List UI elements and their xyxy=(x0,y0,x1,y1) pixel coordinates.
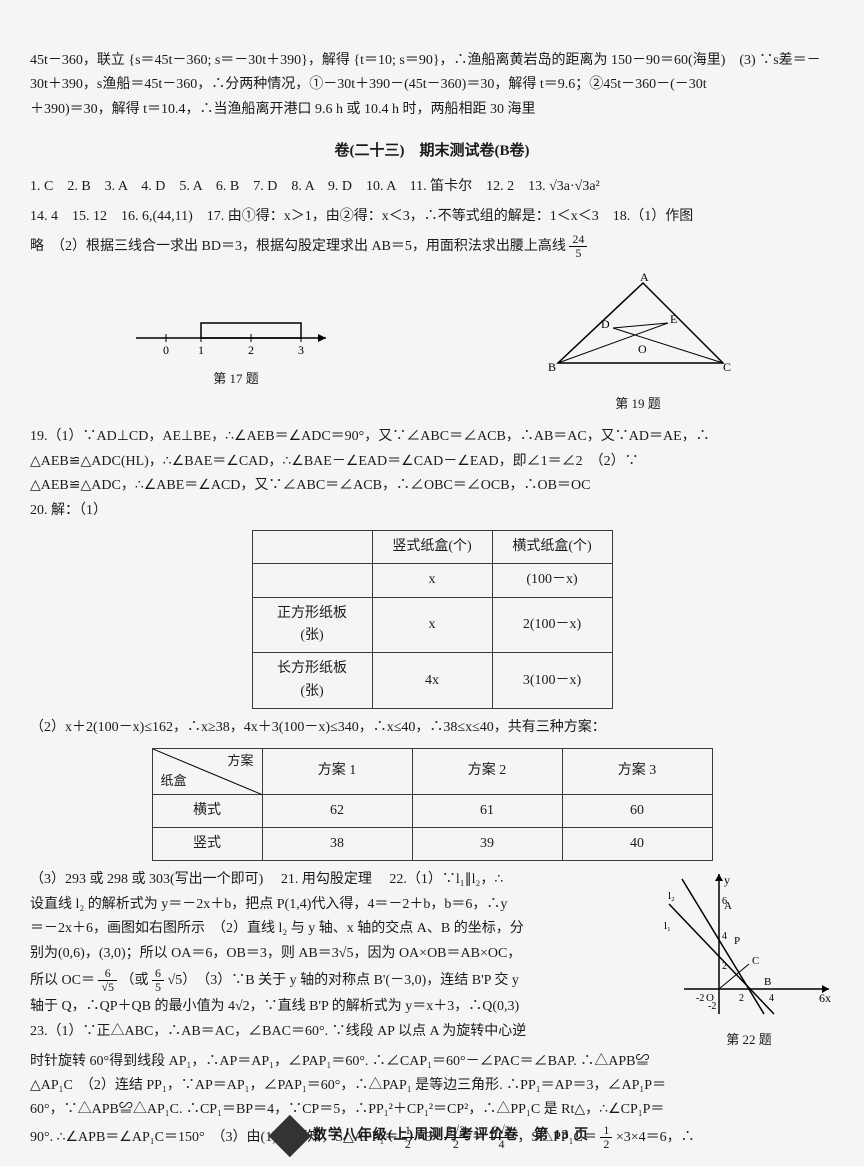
svg-text:O: O xyxy=(638,342,647,356)
t2-r0c3: 60 xyxy=(562,794,712,827)
q20-header: 20. 解：（1） xyxy=(30,500,834,522)
diagram-17: 0 1 2 3 第 17 题 xyxy=(126,298,346,389)
q20-part2: （2）x＋2(100－x)≤162，∴x≥38，4x＋3(100－x)≤340，… xyxy=(30,717,834,739)
t2-c3: 方案 3 xyxy=(562,748,712,794)
svg-text:4: 4 xyxy=(722,931,727,942)
q22-l5c: √5） （3）∵B 关于 y 轴的对称点 B'(－3,0)，连结 B'P 交 y xyxy=(168,973,519,988)
footer-text: 数学八年级(上)周测月考评价卷 第 13 页 xyxy=(313,1125,589,1147)
f1n: 6 xyxy=(98,967,117,981)
answers-frac: 24 5 xyxy=(569,233,587,260)
intro-line2: 30t＋390，s渔船＝45t－360，∴分两种情况，①－30t＋390－(45… xyxy=(30,74,834,96)
tick-0: 0 xyxy=(163,343,169,357)
t1-r2c2: 3(100－x) xyxy=(492,653,612,709)
t1-r2c1: 4x xyxy=(372,653,492,709)
t1-r0c0 xyxy=(252,564,372,597)
tick-1: 1 xyxy=(198,343,204,357)
t2-r0c0: 横式 xyxy=(152,794,262,827)
t1-r0c2: (100－x) xyxy=(492,564,612,597)
section-title: 卷(二十三) 期末测试卷(B卷) xyxy=(30,139,834,163)
q23-l5e: ×3×4＝6，∴ xyxy=(616,1130,695,1145)
t2-c2: 方案 2 xyxy=(412,748,562,794)
svg-text:4: 4 xyxy=(769,993,774,1004)
tick-3: 3 xyxy=(298,343,304,357)
q20-table1: 竖式纸盒(个) 横式纸盒(个) x (100－x) 正方形纸板(张) x 2(1… xyxy=(252,530,613,709)
q23-l3: △AP₁C （2）连结 PP₁，∵AP＝AP₁，∠PAP₁＝60°，∴△PAP₁… xyxy=(30,1075,834,1097)
f2n: 6 xyxy=(152,967,164,981)
t2-r1c0: 竖式 xyxy=(152,828,262,861)
svg-text:6x: 6x xyxy=(819,991,831,1005)
svg-text:P: P xyxy=(734,935,740,947)
svg-text:2: 2 xyxy=(739,993,744,1004)
svg-text:B: B xyxy=(548,360,556,374)
q22-svg: y 6x O A B C P l₂ l₁ 6 4 2 -2 2 4 -2 xyxy=(664,869,834,1019)
diagram-row: 0 1 2 3 第 17 题 A B C D E O 第 19 题 xyxy=(30,273,834,414)
answers-line2b-text: 略 （2）根据三线合一求出 BD＝3，根据勾股定理求出 AB＝5，用面积法求出腰… xyxy=(30,239,566,254)
answers-line2b: 略 （2）根据三线合一求出 BD＝3，根据勾股定理求出 AB＝5，用面积法求出腰… xyxy=(30,233,834,261)
q21: 21. 用勾股定理 xyxy=(281,872,386,887)
q22-l5b: （或 xyxy=(121,973,153,988)
q22-graph: y 6x O A B C P l₂ l₁ 6 4 2 -2 2 4 -2 第 2… xyxy=(664,869,834,1050)
t2-r0c1: 62 xyxy=(262,794,412,827)
t1-h2: 横式纸盒(个) xyxy=(492,530,612,563)
q23-l2: 时针旋转 60°得到线段 AP₁，∴AP＝AP₁，∠PAP₁＝60°. ∴∠CA… xyxy=(30,1051,834,1073)
t2-r1c2: 39 xyxy=(412,828,562,861)
svg-text:C: C xyxy=(752,955,759,967)
svg-text:E: E xyxy=(670,312,677,326)
t1-r1c2: 2(100－x) xyxy=(492,597,612,653)
diagram-19: A B C D E O 第 19 题 xyxy=(538,273,738,414)
tick-2: 2 xyxy=(248,343,254,357)
answers-line1: 1. C 2. B 3. A 4. D 5. A 6. B 7. D 8. A … xyxy=(30,173,834,201)
n: 1 xyxy=(600,1124,612,1138)
q23-l4: 60°，∵△APB≌△AP₁C. ∴CP₁＝BP＝4，∵CP＝5，∴PP₁²＋C… xyxy=(30,1099,834,1121)
numberline-svg: 0 1 2 3 xyxy=(126,298,346,358)
q22-l5a: 所以 OC＝ xyxy=(30,973,95,988)
svg-text:C: C xyxy=(723,360,731,374)
t2-r1c3: 40 xyxy=(562,828,712,861)
intro-line3: ＋390)＝30，解得 t＝10.4，∴当渔船离开港口 9.6 h 或 10.4… xyxy=(30,99,834,121)
svg-text:D: D xyxy=(601,317,610,331)
svg-text:6: 6 xyxy=(722,896,727,907)
svg-text:y: y xyxy=(724,873,730,887)
diagram17-caption: 第 17 题 xyxy=(126,369,346,390)
q23-f4: 12 xyxy=(600,1124,612,1151)
q19-l3: △AEB≌△ADC，∴∠ABE＝∠ACD，又∵∠ABC＝∠ACB，∴∠OBC＝∠… xyxy=(30,475,834,497)
svg-text:2: 2 xyxy=(722,961,727,972)
frac-num: 24 xyxy=(569,233,587,247)
q20-table2: 方案 纸盒 方案 1 方案 2 方案 3 横式 62 61 60 竖式 38 3… xyxy=(152,748,713,862)
q22-frac1: 6 √5 xyxy=(98,967,117,994)
svg-text:A: A xyxy=(640,273,649,284)
q22-frac2: 6 5 xyxy=(152,967,164,994)
f2d: 5 xyxy=(152,981,164,994)
diagram19-caption: 第 19 题 xyxy=(538,394,738,415)
q19-l1: 19.（1）∵AD⊥CD，AE⊥BE，∴∠AEB＝∠ADC＝90°，又∵∠ABC… xyxy=(30,426,834,448)
svg-text:l₁: l₁ xyxy=(664,920,671,932)
t1-r1c1: x xyxy=(372,597,492,653)
svg-text:-2: -2 xyxy=(708,1001,716,1012)
answers-line2a: 14. 4 15. 12 16. 6,(44,11) 17. 由①得：x＞1，由… xyxy=(30,203,834,231)
f1d: √5 xyxy=(98,981,117,994)
q20-p3: （3）293 或 298 或 303(写出一个即可) xyxy=(30,872,277,887)
svg-text:B: B xyxy=(764,976,771,988)
q22-caption: 第 22 题 xyxy=(664,1030,834,1051)
svg-text:l₂: l₂ xyxy=(668,890,675,902)
intro-line1: 45t－360，联立 {s＝45t－360; s＝－30t＋390}，解得 {t… xyxy=(30,50,834,72)
page-footer: 数学八年级(上)周测月考评价卷 第 13 页 xyxy=(275,1121,589,1151)
t2-r1c1: 38 xyxy=(262,828,412,861)
t1-r1c0: 正方形纸板(张) xyxy=(252,597,372,653)
d: 2 xyxy=(600,1138,612,1151)
t2-diag: 方案 纸盒 xyxy=(152,748,262,794)
t2-r0c2: 61 xyxy=(412,794,562,827)
t1-h0 xyxy=(252,530,372,563)
t1-r2c0: 长方形纸板(张) xyxy=(252,653,372,709)
footer-diamond-icon xyxy=(269,1115,311,1157)
t2-c1: 方案 1 xyxy=(262,748,412,794)
frac-den: 5 xyxy=(569,247,587,260)
t1-r0c1: x xyxy=(372,564,492,597)
t1-h1: 竖式纸盒(个) xyxy=(372,530,492,563)
triangle-svg: A B C D E O xyxy=(538,273,738,383)
svg-text:-2: -2 xyxy=(696,993,704,1004)
q19-l2: △AEB≌△ADC(HL)，∴∠BAE＝∠CAD，∴∠BAE－∠EAD＝∠CAD… xyxy=(30,451,834,473)
q22-l1: 22.（1）∵l₁∥l₂，∴ xyxy=(389,872,503,887)
